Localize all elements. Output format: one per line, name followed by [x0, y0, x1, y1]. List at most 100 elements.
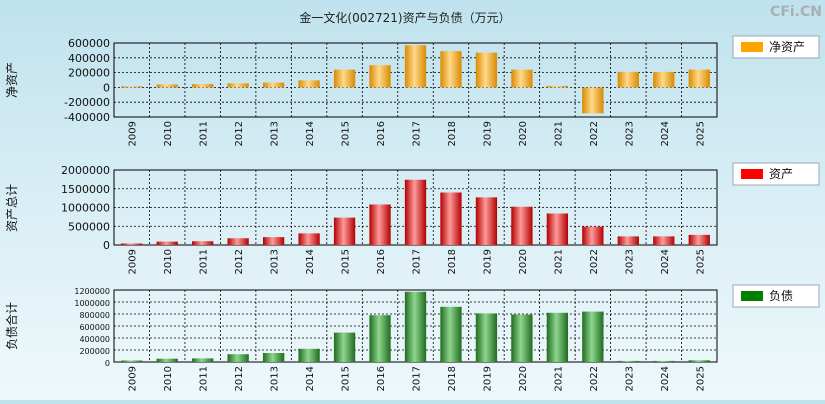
x-tick-label: 2019 [482, 121, 493, 146]
bar-2013 [262, 237, 285, 245]
bar-2021 [546, 85, 569, 88]
bar-2019 [475, 52, 498, 88]
x-tick-label: 2009 [128, 249, 139, 274]
bar-2015 [333, 217, 356, 245]
bar-2022 [582, 311, 604, 362]
x-tick-label: 2013 [270, 121, 281, 146]
bar-2022 [582, 226, 604, 245]
x-tick-label: 2013 [270, 249, 281, 274]
bar-2015 [333, 332, 356, 362]
legend-frame [732, 284, 820, 308]
bar-2025 [688, 234, 710, 245]
x-tick-label: 2016 [376, 366, 387, 391]
x-tick-label: 2018 [447, 249, 458, 274]
y-tick-label: 1000000 [74, 299, 110, 308]
y-tick-label: 600000 [79, 323, 110, 332]
x-tick-label: 2016 [376, 249, 387, 274]
x-tick-label: 2024 [660, 249, 671, 274]
x-tick-label: 2024 [660, 366, 671, 391]
y-tick-label: 600000 [68, 37, 110, 50]
x-tick-label: 2022 [589, 121, 600, 146]
legend-swatch [741, 169, 763, 179]
legend-swatch [741, 291, 763, 301]
bar-2011 [192, 358, 214, 362]
legend-swatch [741, 42, 763, 52]
x-tick-label: 2021 [553, 366, 564, 391]
x-tick-label: 2022 [589, 249, 600, 274]
y-tick-label: 2000000 [61, 164, 110, 177]
y-tick-label: 1500000 [61, 183, 110, 196]
bar-2024 [653, 360, 675, 362]
bar-2013 [262, 82, 285, 88]
x-tick-label: 2010 [163, 121, 174, 146]
x-tick-label: 2014 [305, 121, 316, 146]
x-tick-label: 2019 [482, 366, 493, 391]
legend-frame [732, 162, 820, 186]
legend-label: 资产 [769, 167, 793, 181]
bar-2009 [121, 360, 143, 362]
y-tick-label: 200000 [68, 67, 110, 80]
bar-2012 [227, 354, 249, 362]
y-tick-label: 1200000 [74, 287, 110, 296]
bar-2014 [298, 348, 320, 362]
x-tick-label: 2010 [163, 249, 174, 274]
legend-frame [732, 35, 820, 59]
x-tick-label: 2010 [163, 366, 174, 391]
x-tick-label: 2012 [234, 249, 245, 274]
y-tick-label: 1000000 [61, 202, 110, 215]
x-tick-label: 2015 [341, 121, 352, 146]
bar-2016 [369, 204, 391, 245]
x-tick-label: 2011 [199, 366, 210, 391]
panel-2: 2000000 1500000 1000000 500000 0 2009 2010 2011… [5, 162, 820, 274]
x-tick-label: 2015 [341, 249, 352, 274]
bar-2018 [440, 51, 462, 88]
bar-2016 [369, 315, 391, 362]
x-tick-label: 2025 [695, 366, 706, 391]
legend-label: 净资产 [769, 40, 805, 54]
y-tick-label: 0 [105, 359, 110, 368]
bar-2009 [121, 86, 143, 88]
y-tick-label: 800000 [79, 311, 110, 320]
legend-label: 负债 [769, 289, 793, 303]
panel-3: 1200000 1000000 800000 600000 400000 200000 0 2… [4, 284, 820, 391]
y-axis-label: 负债合计 [4, 302, 19, 350]
x-tick-label: 2021 [553, 121, 564, 146]
x-tick-label: 2021 [553, 249, 564, 274]
chart-title: 金一文化(002721)资产与负债（万元） [299, 10, 510, 25]
y-tick-label: 0 [103, 81, 110, 94]
x-tick-label: 2009 [128, 121, 139, 146]
x-tick-label: 2025 [695, 121, 706, 146]
bar-2016 [369, 65, 391, 88]
x-tick-label: 2011 [199, 121, 210, 146]
bar-2023 [617, 71, 639, 88]
x-tick-label: 2013 [270, 366, 281, 391]
y-tick-label: 400000 [68, 52, 110, 65]
bar-2017 [404, 45, 427, 88]
x-tick-label: 2025 [695, 249, 706, 274]
y-axis-label: 资产总计 [5, 184, 19, 232]
x-tick-label: 2018 [447, 121, 458, 146]
x-tick-label: 2009 [128, 366, 139, 391]
x-tick-label: 2017 [412, 121, 423, 146]
x-tick-label: 2020 [518, 121, 529, 146]
bar-2022 [582, 87, 604, 114]
bar-2019 [475, 197, 498, 245]
x-tick-label: 2017 [412, 366, 423, 391]
bar-2020 [511, 69, 533, 88]
bar-2010 [156, 84, 178, 88]
bar-2009 [121, 243, 143, 245]
legend-box: 资产 [732, 162, 820, 186]
y-tick-label: 500000 [68, 220, 110, 233]
bar-2013 [262, 353, 285, 362]
y-tick-label: -400000 [64, 111, 110, 124]
bar-2020 [511, 314, 533, 362]
bar-2023 [617, 360, 639, 362]
bar-2019 [475, 313, 498, 362]
bar-2024 [653, 71, 675, 88]
x-tick-label: 2016 [376, 121, 387, 146]
bar-2023 [617, 236, 639, 245]
x-tick-label: 2024 [660, 121, 671, 146]
bar-2021 [546, 213, 569, 245]
x-tick-label: 2018 [447, 366, 458, 391]
